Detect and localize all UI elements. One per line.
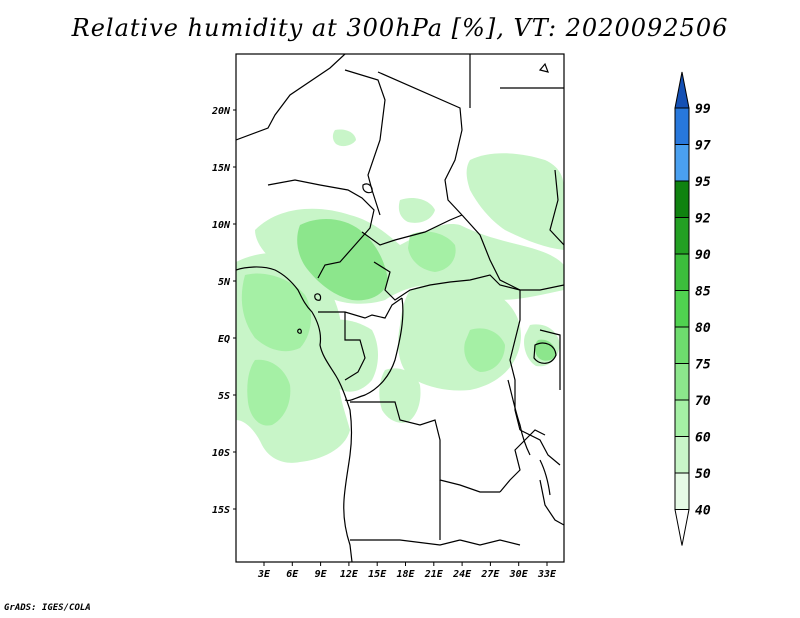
- rh-area-central: [398, 283, 521, 391]
- rh-area-scattered-2: [332, 129, 356, 147]
- colorbar-label: 92: [695, 212, 711, 227]
- border-zambia-drc: [499, 429, 546, 493]
- colorbar: 40 50 60 70 75 80 85 90 92 95 97 99: [674, 71, 711, 546]
- border-sudan-south: [461, 214, 564, 291]
- border-mozambique: [539, 479, 564, 526]
- colorbar-label: 90: [695, 248, 711, 263]
- grads-credit: GrADS: IGES/COLA: [4, 603, 91, 613]
- lake-chad: [362, 183, 373, 194]
- lon-tick-label: 9E: [315, 569, 328, 580]
- border-congo-drc: [344, 297, 404, 402]
- border-chad-car: [361, 214, 463, 246]
- lat-tick-label: 10N: [212, 220, 231, 231]
- coastline-west: [236, 266, 353, 562]
- colorbar-segment: [674, 290, 690, 328]
- map-frame: [235, 53, 565, 563]
- border-angola-namibia: [350, 539, 461, 546]
- island-bioko: [314, 293, 322, 301]
- rh-core-gabon: [241, 273, 312, 352]
- colorbar-segment: [674, 144, 690, 182]
- lon-tick-label: 12E: [340, 569, 359, 580]
- lat-tick-label: 5N: [218, 277, 231, 288]
- colorbar-segment: [674, 436, 690, 474]
- border-gabon-congo: [344, 312, 366, 381]
- lon-tick-label: 27E: [480, 569, 500, 580]
- lat-tick-label: 5S: [218, 391, 230, 402]
- rh-core-drc-east: [464, 328, 505, 372]
- colorbar-label: 85: [695, 285, 711, 300]
- border-drc-angola: [350, 401, 500, 493]
- lon-tick-label: 24E: [452, 569, 472, 580]
- colorbar-label: 95: [695, 175, 711, 190]
- border-kenya-uganda: [539, 329, 561, 390]
- lon-tick-label: 3E: [257, 569, 271, 580]
- lat-tick-label: 15N: [212, 163, 231, 174]
- border-nigeria-cameroon: [267, 179, 375, 279]
- colorbar-segment: [674, 253, 690, 291]
- rh-area-south: [379, 368, 421, 423]
- lat-tick-label: 15S: [212, 505, 230, 516]
- lake-malawi: [539, 459, 551, 496]
- red-sea-island: [538, 62, 549, 73]
- colorbar-label: 70: [695, 394, 711, 409]
- lon-tick-label: 21E: [424, 569, 444, 580]
- lon-tick-label: 30E: [509, 569, 529, 580]
- colorbar-label: 60: [695, 431, 711, 446]
- colorbar-segment: [674, 363, 690, 401]
- colorbar-segment: [674, 399, 690, 437]
- border-namibia-botswana: [459, 539, 521, 546]
- rh-core-car: [408, 231, 456, 272]
- colorbar-label: 50: [695, 467, 711, 482]
- lon-tick-label: 15E: [368, 569, 387, 580]
- border-chad-sudan: [377, 71, 463, 216]
- colorbar-bottom-triangle: [674, 509, 690, 546]
- colorbar-label: 75: [695, 358, 711, 373]
- lon-tick-label: 33E: [537, 569, 557, 580]
- lat-tick-label: 10S: [212, 448, 230, 459]
- colorbar-label: 99: [695, 102, 711, 117]
- border-niger-nigeria: [236, 54, 346, 141]
- rh-area-congo-west: [325, 319, 378, 392]
- rh-area-east: [466, 153, 564, 250]
- colorbar-segment: [674, 180, 690, 218]
- colorbar-segment: [674, 326, 690, 364]
- lat-tick-label: EQ: [218, 334, 230, 345]
- lat-tick-label: 20N: [211, 106, 231, 117]
- border-car-south: [373, 261, 521, 301]
- lon-axis: 3E 6E 9E 12E 15E 18E 21E 24E 27E 30E 33E: [257, 562, 557, 580]
- lat-axis: 20N 15N 10N 5N EQ 5S 10S 15S: [211, 106, 236, 516]
- colorbar-segment: [674, 472, 690, 510]
- colorbar-top-triangle: [674, 71, 690, 109]
- colorbar-label: 97: [695, 139, 711, 154]
- border-tanzania: [519, 429, 561, 466]
- boundaries: [236, 54, 564, 562]
- border-ethiopia: [549, 169, 564, 246]
- rh-area-scattered-1: [398, 198, 435, 223]
- lon-tick-label: 18E: [396, 569, 415, 580]
- island-sao-tome: [297, 328, 302, 334]
- lake-victoria: [533, 342, 557, 364]
- rh-core-coast-south: [247, 359, 291, 426]
- lake-tanganyika: [507, 379, 531, 456]
- colorbar-segment: [674, 217, 690, 255]
- colorbar-segment: [674, 107, 690, 145]
- colorbar-label: 80: [695, 321, 711, 336]
- chart-title: Relative humidity at 300hPa [%], VT: 202…: [71, 14, 729, 42]
- lon-tick-label: 6E: [286, 569, 299, 580]
- colorbar-label: 40: [695, 504, 711, 519]
